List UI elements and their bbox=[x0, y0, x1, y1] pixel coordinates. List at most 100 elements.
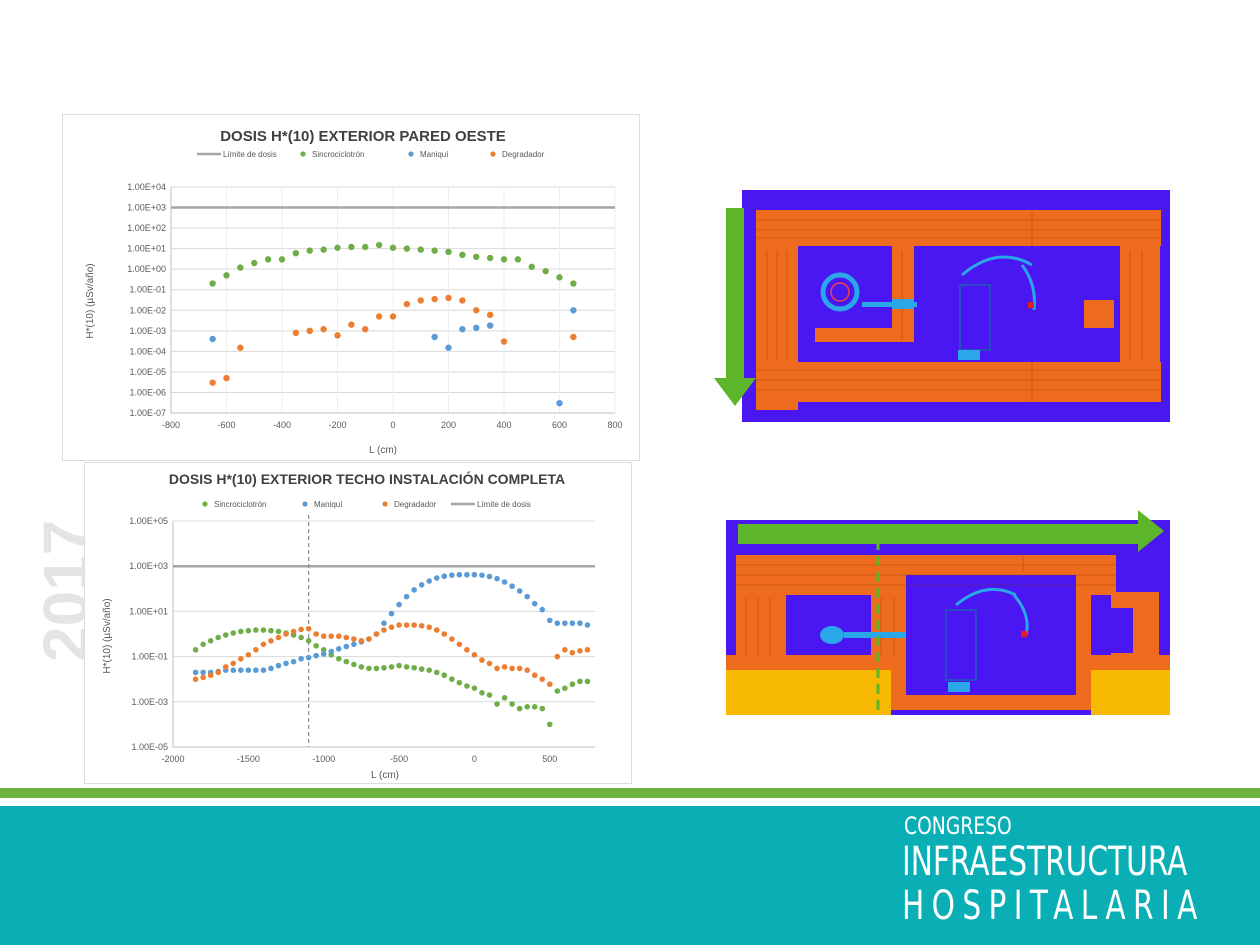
x-tick-label: -800 bbox=[162, 420, 180, 430]
simulation-geometry-wall-view bbox=[714, 190, 1170, 422]
data-point bbox=[320, 325, 327, 333]
y-tick-label: 1.00E+00 bbox=[127, 264, 166, 274]
data-point bbox=[411, 622, 417, 628]
data-point bbox=[417, 246, 424, 253]
data-point bbox=[313, 631, 319, 637]
shield-left bbox=[736, 555, 786, 670]
brand-line-hospitalaria: HOSPITALARIA bbox=[902, 883, 1205, 929]
chart-legend: Límite de dosis Sincrociclotrón Maniquí Deg… bbox=[197, 150, 545, 159]
gantry-arc-1 bbox=[955, 587, 1017, 607]
beamline bbox=[862, 302, 917, 307]
degrader-block bbox=[892, 299, 914, 309]
data-point bbox=[473, 324, 480, 332]
data-point bbox=[524, 593, 530, 600]
data-point bbox=[192, 676, 199, 682]
data-point bbox=[275, 628, 282, 635]
data-point bbox=[471, 571, 478, 578]
data-point bbox=[501, 664, 508, 670]
data-point bbox=[554, 620, 561, 627]
data-point bbox=[459, 325, 466, 333]
data-point bbox=[584, 678, 591, 685]
inner-wall bbox=[892, 246, 914, 342]
data-point bbox=[411, 587, 417, 593]
data-point bbox=[275, 662, 282, 669]
data-point bbox=[516, 705, 523, 712]
data-point bbox=[556, 399, 563, 407]
chart-techo-instalacion: DOSIS H*(10) EXTERIOR TECHO INSTALACIÓN … bbox=[84, 462, 632, 784]
y-tick-label: 1.00E+01 bbox=[127, 244, 166, 254]
x-tick-label: 500 bbox=[542, 754, 557, 764]
y-tick-label: 1.00E+01 bbox=[129, 606, 168, 616]
data-point bbox=[426, 578, 433, 584]
data-point bbox=[570, 307, 577, 314]
data-point bbox=[464, 646, 470, 653]
data-point bbox=[373, 665, 380, 672]
shield-top bbox=[756, 210, 1161, 246]
data-point bbox=[556, 274, 563, 281]
data-point bbox=[584, 646, 591, 653]
data-point bbox=[449, 636, 455, 642]
y-tick-label: 1.00E-01 bbox=[129, 285, 166, 295]
chart-gridlines bbox=[170, 186, 616, 414]
data-point bbox=[275, 634, 282, 641]
data-point bbox=[348, 321, 355, 328]
data-point bbox=[268, 665, 274, 672]
data-point bbox=[238, 655, 244, 662]
data-point bbox=[569, 649, 576, 656]
data-point bbox=[351, 641, 357, 648]
data-point bbox=[562, 646, 568, 653]
x-tick-label: 800 bbox=[607, 420, 622, 430]
data-point bbox=[426, 667, 433, 674]
data-point bbox=[528, 263, 535, 271]
data-point bbox=[298, 655, 304, 662]
data-point bbox=[417, 297, 424, 304]
data-point bbox=[375, 241, 383, 249]
data-point bbox=[494, 701, 500, 707]
data-point bbox=[320, 633, 327, 639]
data-point bbox=[431, 333, 438, 341]
data-point bbox=[418, 582, 425, 588]
data-point bbox=[501, 695, 508, 701]
data-point bbox=[403, 300, 411, 308]
x-tick-label: -200 bbox=[328, 420, 346, 430]
data-point bbox=[268, 627, 274, 634]
data-point bbox=[335, 655, 342, 662]
data-point bbox=[245, 627, 252, 634]
data-point bbox=[431, 295, 438, 303]
x-tick-label: 200 bbox=[441, 420, 456, 430]
data-point bbox=[192, 669, 199, 676]
data-point bbox=[373, 631, 380, 637]
data-point bbox=[381, 620, 387, 627]
maze-room bbox=[798, 246, 892, 328]
data-point bbox=[445, 294, 452, 302]
data-point bbox=[215, 634, 222, 641]
data-point bbox=[486, 311, 494, 319]
legend-label: Maniquí bbox=[314, 500, 343, 509]
legend-item: Límite de dosis bbox=[451, 500, 531, 509]
chart-points bbox=[192, 571, 591, 728]
data-point bbox=[245, 667, 252, 674]
x-tick-label: 0 bbox=[472, 754, 477, 764]
data-point bbox=[305, 654, 312, 661]
x-tick-label: -500 bbox=[390, 754, 408, 764]
data-point bbox=[334, 244, 341, 251]
y-tick-label: 1.00E-01 bbox=[131, 652, 168, 662]
data-point bbox=[253, 646, 259, 653]
data-point bbox=[200, 641, 206, 648]
data-point bbox=[539, 676, 546, 682]
y-tick-label: 1.00E-04 bbox=[129, 346, 166, 356]
data-point bbox=[260, 641, 267, 648]
data-point bbox=[358, 638, 365, 644]
data-point bbox=[389, 313, 397, 320]
data-point bbox=[298, 634, 304, 641]
data-point bbox=[264, 256, 272, 263]
data-point bbox=[251, 259, 258, 267]
data-point bbox=[539, 705, 546, 712]
data-point bbox=[494, 665, 500, 672]
data-point bbox=[449, 676, 455, 682]
data-point bbox=[343, 634, 350, 641]
legend-item: Sincrociclotrón bbox=[202, 500, 266, 509]
data-point bbox=[486, 254, 494, 262]
data-point bbox=[222, 664, 229, 670]
data-point bbox=[290, 628, 297, 635]
